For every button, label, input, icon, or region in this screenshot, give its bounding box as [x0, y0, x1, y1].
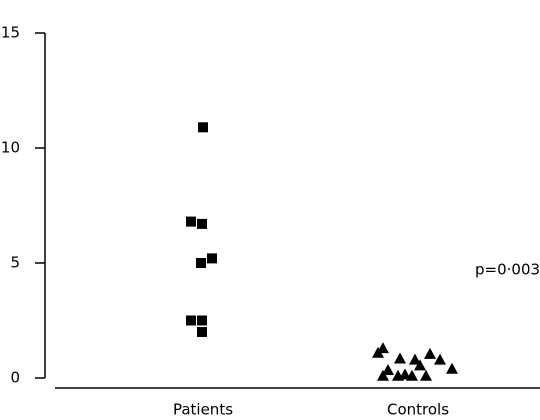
- square-point: [186, 216, 196, 227]
- y-tick-label: 15: [1, 24, 20, 42]
- y-tick-label: 5: [10, 254, 20, 272]
- square-point: [186, 315, 196, 326]
- square-point: [197, 327, 207, 337]
- triangle-point: [392, 369, 404, 381]
- x-tick-label: Controls: [387, 401, 449, 419]
- x-tick-label: Patients: [173, 401, 233, 419]
- y-tick-label: 0: [10, 369, 20, 387]
- triangle-point: [377, 369, 389, 381]
- triangle-point: [424, 347, 436, 359]
- triangle-point: [406, 369, 418, 381]
- square-point: [196, 258, 206, 268]
- square-point: [207, 253, 217, 264]
- triangle-point: [409, 353, 421, 365]
- triangle-point: [446, 362, 458, 374]
- triangle-point: [372, 346, 384, 358]
- triangle-point: [414, 359, 426, 371]
- square-point: [197, 315, 207, 326]
- y-tick-label: 10: [1, 139, 20, 157]
- triangle-point: [377, 342, 389, 354]
- triangle-point: [394, 352, 406, 364]
- annotation: p=0·003: [475, 261, 540, 279]
- square-point: [198, 122, 208, 133]
- triangle-point: [420, 369, 432, 381]
- triangle-point: [434, 353, 446, 365]
- square-point: [197, 218, 207, 229]
- triangle-point: [399, 368, 411, 380]
- triangle-point: [382, 363, 394, 375]
